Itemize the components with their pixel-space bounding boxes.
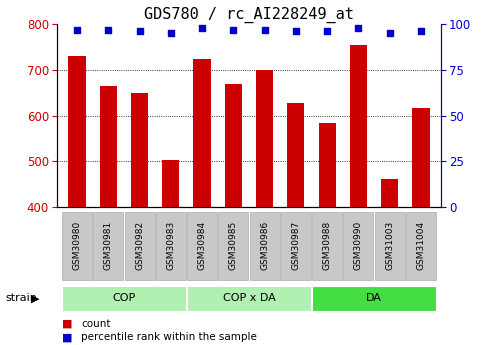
Bar [344,212,373,280]
Point [417,29,425,34]
Text: ■: ■ [62,319,72,328]
Text: GSM30982: GSM30982 [135,221,144,270]
Bar [412,108,429,207]
Text: COP: COP [112,294,136,303]
Bar [93,212,123,280]
Text: percentile rank within the sample: percentile rank within the sample [81,333,257,342]
Point [261,27,269,32]
Bar [131,93,148,207]
Point [292,29,300,34]
Point [229,27,237,32]
Text: GSM30987: GSM30987 [291,221,300,270]
Bar [125,212,154,280]
Bar [187,212,217,280]
Bar [156,212,186,280]
Text: GSM30984: GSM30984 [198,221,207,270]
Bar [249,212,280,280]
Point [73,27,81,32]
Text: GSM31003: GSM31003 [385,221,394,270]
Bar [225,83,242,207]
Text: GSM30990: GSM30990 [354,221,363,270]
Bar [62,286,186,311]
Point [386,31,393,36]
Bar [162,160,179,207]
Text: ■: ■ [62,333,72,342]
Point [323,29,331,34]
Title: GDS780 / rc_AI228249_at: GDS780 / rc_AI228249_at [144,7,354,23]
Bar [100,86,117,207]
Bar [375,212,405,280]
Bar [312,286,436,311]
Point [198,25,206,31]
Bar [187,286,311,311]
Text: GSM30988: GSM30988 [322,221,332,270]
Text: GSM30983: GSM30983 [166,221,176,270]
Text: count: count [81,319,111,328]
Text: ▶: ▶ [31,294,40,303]
Bar [193,59,211,207]
Bar [406,212,436,280]
Text: GSM30985: GSM30985 [229,221,238,270]
Bar [69,56,86,207]
Bar [218,212,248,280]
Text: GSM31004: GSM31004 [417,221,425,270]
Point [136,29,143,34]
Bar [350,45,367,207]
Point [354,25,362,31]
Bar [318,124,336,207]
Point [105,27,112,32]
Bar [256,70,273,207]
Text: strain: strain [5,294,37,303]
Text: DA: DA [366,294,382,303]
Bar [62,212,92,280]
Point [167,31,175,36]
Bar [281,212,311,280]
Text: GSM30981: GSM30981 [104,221,113,270]
Bar [287,103,305,207]
Text: GSM30980: GSM30980 [72,221,81,270]
Text: GSM30986: GSM30986 [260,221,269,270]
Text: COP x DA: COP x DA [223,294,275,303]
Bar [312,212,342,280]
Bar [381,179,398,207]
